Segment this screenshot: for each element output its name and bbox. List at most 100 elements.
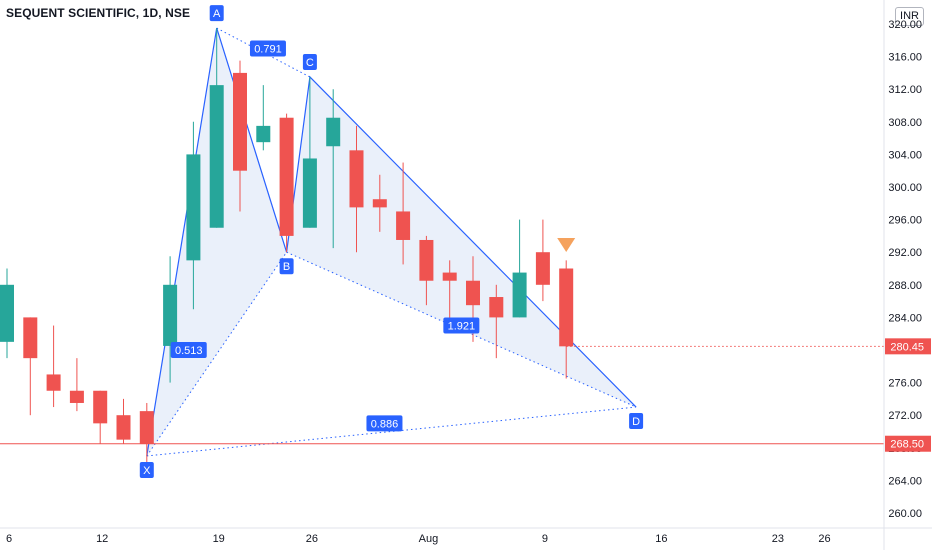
candle-down: [396, 162, 411, 265]
point-label: A: [213, 8, 221, 20]
candle-down: [279, 113, 294, 253]
candle-up: [163, 256, 178, 383]
price-tick-label: 316.00: [888, 52, 922, 64]
candle-down: [233, 60, 247, 212]
candle-body: [0, 284, 14, 342]
candle-body: [326, 117, 341, 147]
pattern-labels: X A B C D 0.791 0.513 1.921 0.886: [139, 5, 644, 478]
time-tick-label: 23: [772, 533, 784, 545]
point-label-bg: [209, 5, 224, 22]
candle-down: [93, 390, 108, 444]
candle-down: [489, 284, 504, 359]
candle-body: [256, 125, 271, 143]
price-tick-label: 272.00: [888, 410, 922, 422]
price-tick-label: 292.00: [888, 247, 922, 259]
pattern-ratio-line: [286, 251, 637, 408]
candle-body: [349, 150, 364, 208]
candle-body: [279, 117, 294, 236]
candle-up: [326, 89, 341, 249]
pattern-ratio-line: [146, 406, 637, 457]
candle-body: [559, 268, 574, 347]
pattern-triangle-bcd: [286, 76, 637, 408]
currency-button[interactable]: INR: [895, 7, 924, 26]
price-tick-label: 296.00: [888, 215, 922, 227]
time-tick-label: 19: [213, 533, 225, 545]
candle-up: [302, 76, 317, 228]
support-price-tag-bg: [885, 435, 931, 452]
candle-down: [69, 358, 84, 412]
candle-body: [23, 317, 38, 359]
candle-down: [23, 317, 38, 416]
candle-body: [116, 415, 131, 440]
ratio-label: 1.921: [448, 321, 476, 333]
candle-body: [442, 272, 457, 281]
ratio-label-bg: [170, 342, 207, 358]
ratio-label: 0.791: [254, 43, 282, 55]
candle-down: [535, 219, 550, 302]
candle-down: [139, 402, 154, 469]
candle-down: [442, 260, 457, 322]
sell-signal-marker: [557, 238, 576, 253]
point-label: X: [143, 465, 151, 477]
time-tick-label: 12: [96, 533, 108, 545]
support-price-tag: 268.50: [890, 439, 924, 451]
ratio-label-bg: [249, 40, 286, 57]
candle-body: [396, 211, 411, 240]
price-tick-label: 308.00: [888, 117, 922, 129]
price-tick-label: 288.00: [888, 280, 922, 292]
price-axis[interactable]: 260.00264.00268.00272.00276.00280.00284.…: [883, 0, 931, 550]
candle-body: [186, 154, 201, 261]
ratio-label-bg: [443, 317, 480, 334]
candle-body: [139, 411, 154, 444]
time-axis[interactable]: 6 12 19 26 Aug 9 16 23 26: [0, 527, 932, 545]
point-label: D: [632, 416, 640, 428]
candle-down: [349, 125, 364, 253]
price-tick-label: 260.00: [888, 508, 922, 520]
price-tick-label: 320.00: [888, 19, 922, 31]
candle-up: [186, 121, 201, 310]
candle-body: [46, 374, 61, 391]
price-tick-label: 300.00: [888, 182, 922, 194]
ratio-label-bg: [366, 415, 403, 432]
candle-body: [302, 158, 317, 228]
ratio-label: 0.513: [175, 345, 203, 357]
pattern-ratio-line: [146, 251, 288, 457]
time-tick-label: 26: [306, 533, 318, 545]
point-label: C: [306, 57, 314, 69]
chart-title: SEQUENT SCIENTIFIC, 1D, NSE: [6, 6, 191, 20]
point-label-bg: [139, 461, 154, 478]
price-tick-label: 304.00: [888, 149, 922, 161]
point-label-bg: [629, 413, 644, 430]
candle-body: [372, 199, 387, 208]
time-tick-label: 16: [655, 533, 667, 545]
candle-body: [489, 297, 504, 318]
price-tick-label: 284.00: [888, 312, 922, 324]
candle-up: [256, 85, 271, 151]
candle-down: [46, 325, 61, 408]
candle-down: [559, 260, 574, 379]
time-tick-label: 6: [6, 533, 12, 545]
point-label: B: [283, 261, 290, 273]
candle-down: [372, 174, 387, 232]
candle-body: [512, 272, 527, 318]
candle-body: [233, 72, 247, 171]
candle-up: [209, 28, 224, 228]
ratio-label: 0.886: [371, 418, 399, 430]
candle-body: [93, 390, 108, 424]
last-price-tag-bg: [885, 338, 931, 355]
candle-body: [466, 280, 480, 306]
candle-body: [209, 85, 224, 228]
candle-up: [0, 268, 14, 359]
price-tick-label: 276.00: [888, 378, 922, 390]
time-tick-label: Aug: [419, 533, 439, 545]
price-lines: [0, 345, 884, 445]
candle-down: [116, 398, 131, 444]
last-price-tag: 280.45: [890, 341, 924, 353]
candle-body: [535, 252, 550, 285]
point-label-bg: [302, 53, 317, 70]
candle-body: [163, 284, 178, 346]
price-tick-label: 312.00: [888, 84, 922, 96]
time-tick-label: 9: [542, 533, 548, 545]
candles: [0, 28, 574, 469]
